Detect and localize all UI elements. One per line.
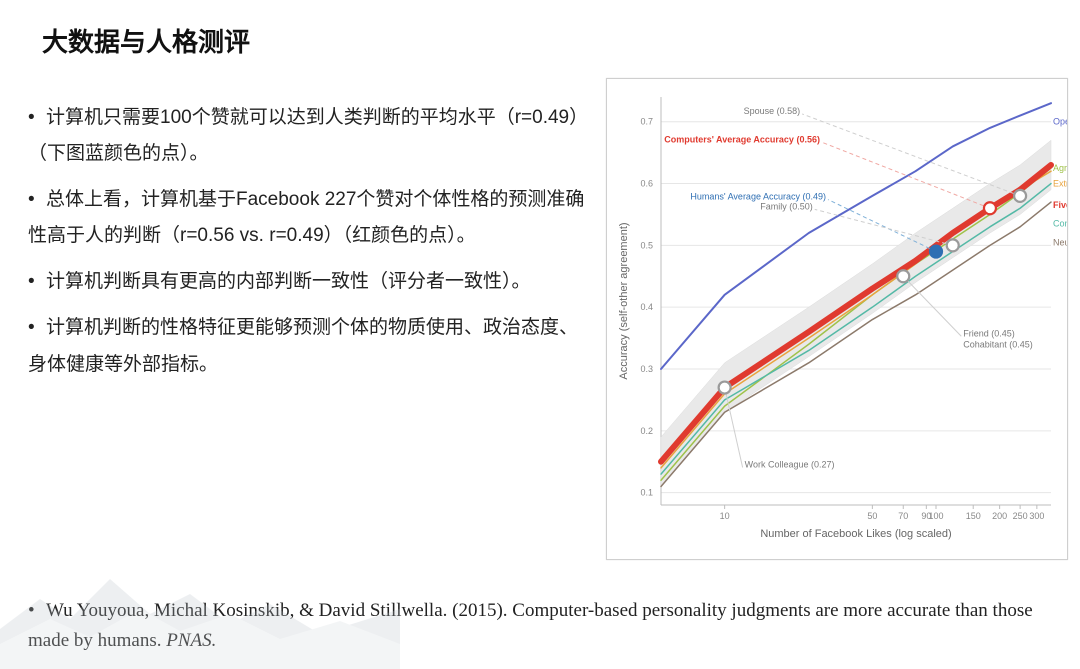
svg-text:Family (0.50): Family (0.50): [760, 201, 813, 211]
bullet-text: 计算机判断具有更高的内部判断一致性（评分者一致性）。: [46, 271, 531, 292]
svg-text:70: 70: [898, 511, 908, 521]
svg-text:Work Colleague (0.27): Work Colleague (0.27): [745, 460, 835, 470]
svg-text:250: 250: [1013, 511, 1028, 521]
svg-text:Neuroticism: Neuroticism: [1053, 237, 1067, 247]
svg-text:10: 10: [720, 511, 730, 521]
svg-text:150: 150: [966, 511, 981, 521]
svg-text:0.4: 0.4: [640, 302, 653, 312]
svg-text:0.5: 0.5: [640, 240, 653, 250]
bullet-text: 计算机判断的性格特征更能够预测个体的物质使用、政治态度、身体健康等外部指标。: [28, 317, 578, 374]
svg-text:Spouse (0.58): Spouse (0.58): [744, 106, 801, 116]
svg-text:Humans' Average Accuracy (0.49: Humans' Average Accuracy (0.49): [690, 192, 826, 202]
bullet-text: 计算机只需要100个赞就可以达到人类判断的平均水平（r=0.49）（下图蓝颜色的…: [28, 107, 579, 164]
citation: •Wu Youyoua, Michal Kosinskib, & David S…: [28, 596, 1048, 655]
citation-journal: PNAS.: [166, 630, 216, 651]
svg-text:200: 200: [992, 511, 1007, 521]
svg-text:0.2: 0.2: [640, 426, 653, 436]
bullet-item: •总体上看，计算机基于Facebook 227个赞对个体性格的预测准确性高于人的…: [28, 182, 588, 254]
svg-text:0.7: 0.7: [640, 117, 653, 127]
svg-text:Conscientiousness: Conscientiousness: [1053, 219, 1067, 229]
svg-text:Extraversion: Extraversion: [1053, 179, 1067, 189]
svg-text:0.3: 0.3: [640, 364, 653, 374]
svg-text:Agreeableness: Agreeableness: [1053, 163, 1067, 173]
accuracy-chart: 0.10.20.30.40.50.60.71050709010015020025…: [607, 79, 1067, 559]
svg-text:Number of Facebook Likes (log: Number of Facebook Likes (log scaled): [760, 528, 951, 540]
bullet-item: •计算机判断具有更高的内部判断一致性（评分者一致性）。: [28, 264, 588, 300]
svg-text:Accuracy (self-other agreement: Accuracy (self-other agreement): [618, 222, 630, 379]
svg-text:Five-Trait Average: Five-Trait Average: [1053, 200, 1067, 210]
bullet-list: •计算机只需要100个赞就可以达到人类判断的平均水平（r=0.49）（下图蓝颜色…: [28, 100, 588, 393]
svg-text:0.6: 0.6: [640, 179, 653, 189]
svg-text:Computers' Average Accuracy (0: Computers' Average Accuracy (0.56): [664, 134, 820, 144]
bullet-item: •计算机只需要100个赞就可以达到人类判断的平均水平（r=0.49）（下图蓝颜色…: [28, 100, 588, 172]
svg-text:0.1: 0.1: [640, 488, 653, 498]
slide-title: 大数据与人格测评: [42, 22, 250, 59]
svg-text:Friend (0.45): Friend (0.45): [963, 328, 1015, 338]
svg-text:300: 300: [1029, 511, 1044, 521]
svg-text:Openness: Openness: [1053, 117, 1067, 127]
svg-text:Cohabitant (0.45): Cohabitant (0.45): [963, 339, 1033, 349]
bullet-item: •计算机判断的性格特征更能够预测个体的物质使用、政治态度、身体健康等外部指标。: [28, 310, 588, 382]
chart-panel: 0.10.20.30.40.50.60.71050709010015020025…: [606, 78, 1068, 560]
svg-text:100: 100: [928, 511, 943, 521]
svg-text:50: 50: [867, 511, 877, 521]
bullet-text: 总体上看，计算机基于Facebook 227个赞对个体性格的预测准确性高于人的判…: [28, 189, 584, 246]
